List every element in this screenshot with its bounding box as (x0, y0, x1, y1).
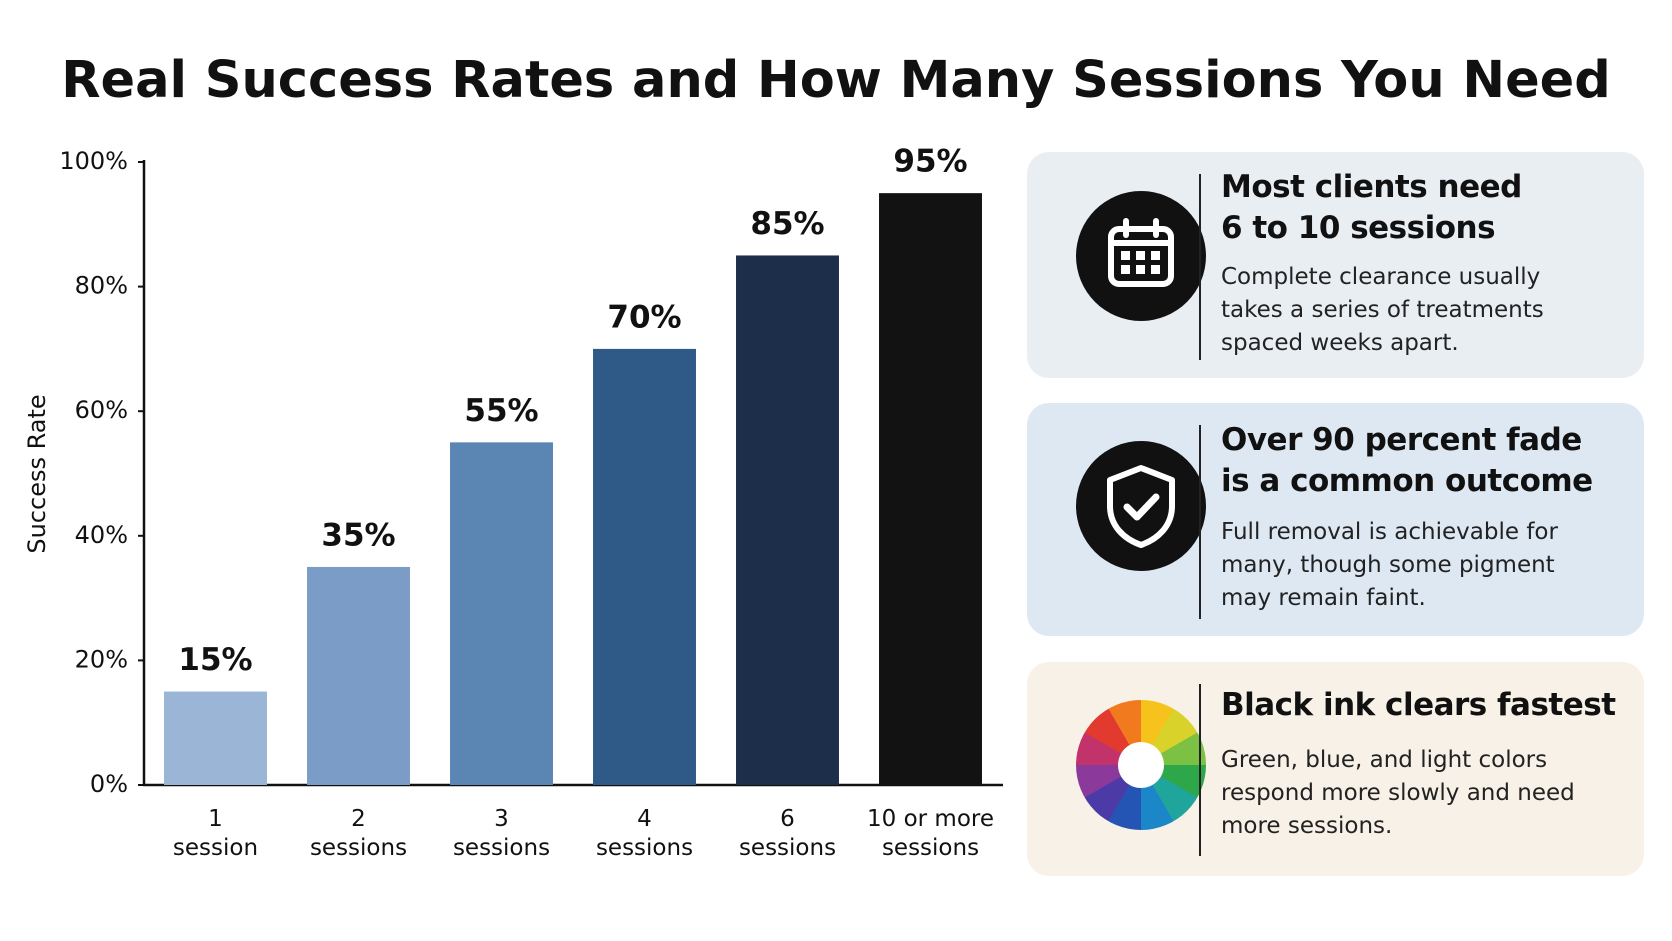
bar (307, 566, 410, 785)
card-body: Green, blue, and light colors respond mo… (1221, 747, 1575, 839)
x-tick-label: 6 sessions (739, 806, 836, 861)
card-title: Over 90 percent fade is a common outcome (1221, 420, 1624, 502)
card-body: Complete clearance usually takes a serie… (1221, 264, 1544, 356)
value-label: 85% (750, 206, 824, 242)
x-tick-label: 2 sessions (310, 806, 407, 861)
card: Most clients need 6 to 10 sessions Comple… (1027, 152, 1644, 378)
value-label: 35% (321, 517, 395, 553)
bar (164, 691, 267, 785)
bar (593, 348, 696, 785)
wheel-center (1118, 742, 1164, 788)
title-line: Most clients need (1221, 169, 1522, 205)
divider (1199, 425, 1201, 619)
bar (736, 255, 839, 785)
y-tick-label: 0% (90, 770, 128, 798)
title-line: is a common outcome (1221, 463, 1593, 499)
calendar-glyph (1108, 218, 1174, 287)
y-tick-label: 60% (75, 396, 128, 424)
x-tick-label: 3 sessions (453, 806, 550, 861)
card-body: Full removal is achievable for many, tho… (1221, 519, 1558, 611)
y-tick-label: 80% (75, 272, 128, 300)
value-label: 55% (464, 393, 538, 429)
card-title: Most clients need 6 to 10 sessions (1221, 167, 1624, 249)
title-line: 6 to 10 sessions (1221, 210, 1496, 246)
divider (1199, 684, 1201, 856)
x-tick-label: 10 or more sessions (867, 806, 994, 861)
y-tick-label: 40% (75, 521, 128, 549)
y-tick-label: 100% (59, 147, 128, 175)
value-label: 70% (607, 299, 681, 335)
value-label: 95% (893, 144, 967, 180)
title-line: Over 90 percent fade (1221, 422, 1582, 458)
bar (879, 193, 982, 785)
card: Over 90 percent fade is a common outcome … (1027, 403, 1644, 636)
bar (450, 442, 553, 785)
y-tick-label: 20% (75, 645, 128, 673)
color-wheel-icon (1076, 700, 1206, 830)
x-tick-label: 4 sessions (596, 806, 693, 861)
shield-glyph (1107, 465, 1175, 548)
chart-title: Real Success Rates and How Many Sessions… (61, 51, 1611, 110)
calendar-icon (1076, 191, 1206, 321)
card-text: Over 90 percent fade is a common outcome … (1221, 420, 1624, 615)
divider (1199, 174, 1201, 360)
y-axis-label: Success Rate (23, 394, 51, 553)
card-text: Most clients need 6 to 10 sessions Comple… (1221, 167, 1624, 360)
card: Black ink clears fastest Green, blue, an… (1027, 662, 1644, 876)
title-line: Black ink clears fastest (1221, 687, 1616, 723)
x-tick-label: 1 session (173, 806, 258, 861)
card-text: Black ink clears fastest Green, blue, an… (1221, 685, 1624, 843)
card-title: Black ink clears fastest (1221, 685, 1624, 726)
shield-icon (1076, 441, 1206, 571)
value-label: 15% (178, 642, 252, 678)
